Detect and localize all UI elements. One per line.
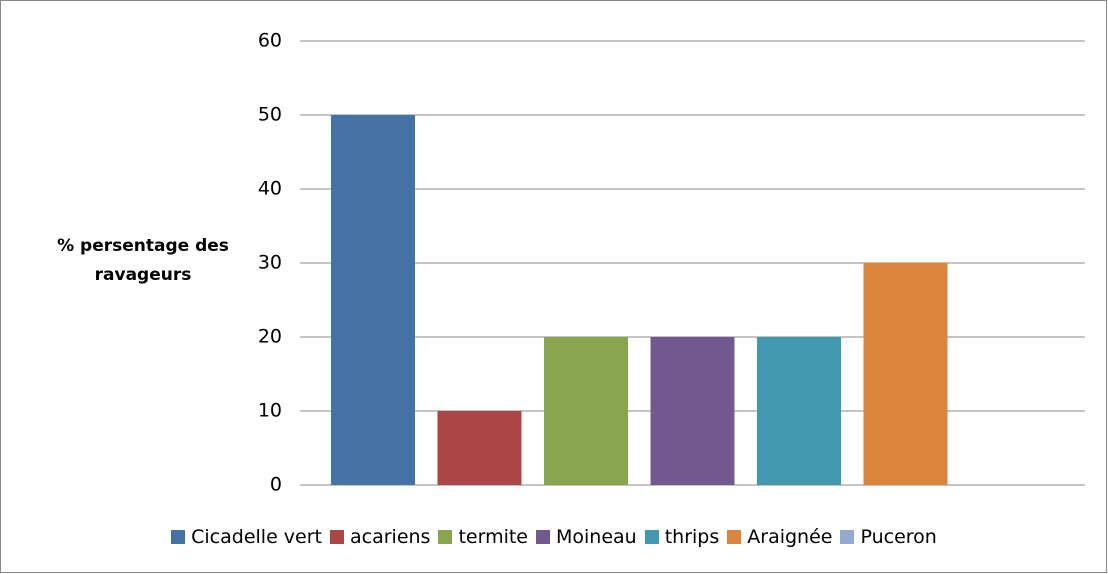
legend-swatch [438,530,453,544]
bar [544,337,628,485]
legend-label: Araignée [747,526,833,548]
legend-label: Puceron [860,526,937,548]
legend-swatch [330,530,344,544]
legend-label: acariens [350,526,431,548]
bar [437,411,522,485]
bar [757,337,841,485]
legend-swatch [840,530,855,544]
legend-item: acariens [330,526,430,548]
legend: Cicadelle vert acariens termite Moineau thri… [0,526,1108,548]
legend-swatch [644,530,659,544]
bar [331,115,415,485]
y-tick-label: 60 [258,30,282,52]
legend-item: Cicadelle vert [171,526,322,548]
bar [650,337,735,485]
legend-label: Moineau [556,526,637,548]
y-tick-label: 10 [258,400,282,422]
y-tick-label: 20 [258,326,282,348]
bar [863,263,948,485]
legend-item: Moineau [536,526,637,548]
legend-swatch [536,530,550,544]
legend-item: Puceron [840,526,937,548]
legend-label: Cicadelle vert [191,526,322,548]
legend-item: Araignée [727,526,832,548]
legend-item: thrips [644,526,720,548]
legend-swatch [171,530,186,544]
y-tick-label: 30 [258,252,282,274]
legend-label: termite [458,526,528,548]
legend-swatch [727,530,742,544]
legend-item: termite [438,526,528,548]
y-tick-label: 0 [270,474,282,496]
y-tick-label: 40 [258,178,282,200]
y-axis-label: % persentage des ravageurs [57,236,229,285]
y-tick-label: 50 [258,104,282,126]
legend-label: thrips [664,526,720,548]
